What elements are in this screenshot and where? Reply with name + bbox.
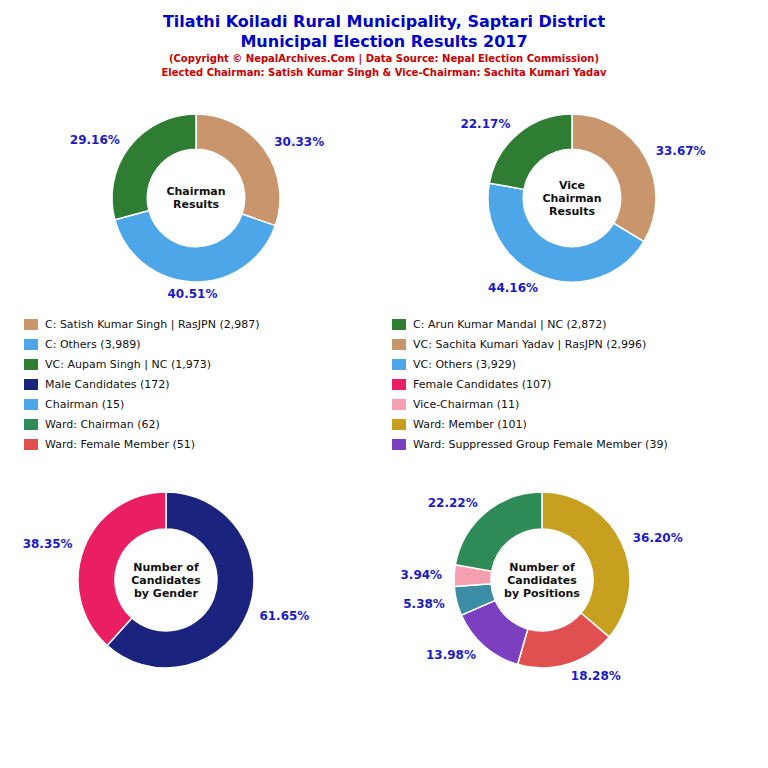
svg-text:40.51%: 40.51% (167, 287, 217, 301)
html-text:Vice-Chairman (11): Vice-Chairman (11) (413, 397, 520, 411)
html-text:C: Others (3,989): C: Others (3,989) (45, 337, 141, 351)
svg-text:5.38%: 5.38% (403, 597, 445, 611)
html-text:C: Arun Kumar Mandal | NC (2,8: C: Arun Kumar Mandal | NC (2,872) (413, 317, 607, 331)
html-text:Number of Candidates by Positi: Number of Candidates by Positions (504, 560, 580, 600)
svg-text:61.65%: 61.65% (259, 609, 309, 623)
svg-text:33.67%: 33.67% (656, 144, 706, 158)
svg-text:36.20%: 36.20% (633, 531, 683, 545)
html-text:VC: Sachita Kumari Yadav | Ras: VC: Sachita Kumari Yadav | RasJPN (2,996… (413, 337, 647, 351)
html-text:Tilathi Koiladi Rural Municipa: Tilathi Koiladi Rural Municipality, Sapt… (163, 12, 605, 31)
html-text:Ward: Suppressed Group Female: Ward: Suppressed Group Female Member (39… (413, 437, 668, 451)
svg-text:22.17%: 22.17% (460, 117, 510, 131)
svg-text:3.94%: 3.94% (400, 568, 442, 582)
svg-text:44.16%: 44.16% (488, 281, 538, 295)
html-text:Ward: Member (101): Ward: Member (101) (413, 417, 527, 431)
svg-text:18.28%: 18.28% (571, 669, 621, 683)
svg-text:29.16%: 29.16% (70, 133, 120, 147)
html-text:Chairman (15): Chairman (15) (45, 397, 125, 411)
html-text:Municipal Election Results 201: Municipal Election Results 2017 (240, 32, 528, 51)
svg-text:30.33%: 30.33% (274, 135, 324, 149)
html-text:Ward: Female Member (51): Ward: Female Member (51) (45, 437, 195, 451)
html-text:VC: Others (3,929): VC: Others (3,929) (413, 357, 516, 371)
html-text:VC: Aupam Singh | NC (1,973): VC: Aupam Singh | NC (1,973) (45, 357, 211, 371)
html-text:Male Candidates (172): Male Candidates (172) (45, 377, 170, 391)
html-text:Chairman Results: Chairman Results (166, 185, 226, 211)
html-text:Vice Chairman Results: Vice Chairman Results (542, 178, 602, 218)
svg-text:13.98%: 13.98% (426, 648, 476, 662)
html-text:Number of Candidates by Gender: Number of Candidates by Gender (131, 560, 201, 600)
html-text:(Copyright © NepalArchives.Com: (Copyright © NepalArchives.Com | Data So… (168, 53, 600, 64)
svg-text:38.35%: 38.35% (23, 537, 73, 551)
html-text:C: Satish Kumar Singh | RasJPN: C: Satish Kumar Singh | RasJPN (2,987) (45, 317, 260, 331)
html-text:Ward: Chairman (62): Ward: Chairman (62) (45, 417, 160, 431)
html-text:Elected Chairman: Satish Kumar: Elected Chairman: Satish Kumar Singh & V… (161, 67, 607, 78)
svg-text:22.22%: 22.22% (428, 496, 478, 510)
html-text:Female Candidates (107): Female Candidates (107) (413, 377, 552, 391)
